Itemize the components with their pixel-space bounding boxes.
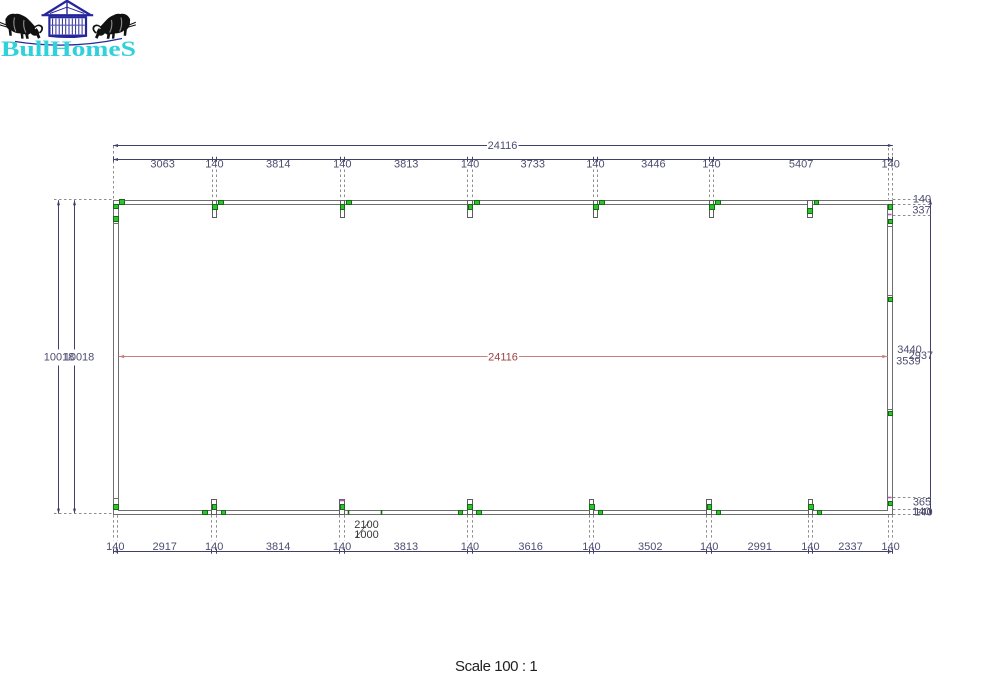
svg-text:3814: 3814	[266, 541, 290, 553]
svg-text:3813: 3813	[394, 159, 418, 171]
svg-text:3616: 3616	[518, 541, 542, 553]
svg-text:3733: 3733	[521, 159, 545, 171]
svg-text:10018: 10018	[64, 352, 95, 364]
svg-text:2991: 2991	[748, 541, 772, 553]
svg-text:3440: 3440	[897, 344, 921, 356]
svg-text:140: 140	[913, 193, 931, 205]
svg-text:5407: 5407	[789, 159, 813, 171]
svg-text:140: 140	[333, 159, 351, 171]
svg-text:140: 140	[586, 159, 604, 171]
svg-text:140: 140	[582, 541, 600, 553]
svg-text:337: 337	[912, 204, 930, 216]
svg-text:3539: 3539	[896, 356, 920, 368]
svg-text:10018: 10018	[44, 352, 75, 364]
svg-text:3502: 3502	[638, 541, 662, 553]
svg-text:140: 140	[333, 541, 351, 553]
svg-text:140: 140	[700, 541, 718, 553]
svg-text:24116: 24116	[488, 351, 518, 363]
svg-text:2337: 2337	[838, 541, 862, 553]
svg-text:140: 140	[702, 159, 720, 171]
svg-text:140: 140	[912, 506, 930, 518]
svg-text:3446: 3446	[641, 159, 665, 171]
svg-text:BullHomeS: BullHomeS	[1, 36, 136, 61]
svg-text:140: 140	[801, 541, 819, 553]
svg-text:24116: 24116	[488, 140, 518, 152]
svg-text:2937: 2937	[909, 350, 933, 362]
svg-text:140: 140	[205, 159, 223, 171]
svg-text:2917: 2917	[152, 541, 176, 553]
svg-text:140: 140	[205, 541, 223, 553]
svg-text:140: 140	[461, 541, 479, 553]
svg-text:1000: 1000	[354, 529, 378, 541]
svg-text:365: 365	[913, 497, 931, 509]
svg-text:140: 140	[461, 159, 479, 171]
svg-text:3813: 3813	[394, 541, 418, 553]
svg-text:2100: 2100	[354, 519, 378, 531]
svg-text:Scale 100 : 1: Scale 100 : 1	[455, 658, 537, 675]
svg-text:140: 140	[106, 541, 124, 553]
svg-text:3814: 3814	[266, 159, 290, 171]
svg-text:140: 140	[881, 541, 899, 553]
svg-text:140: 140	[882, 159, 900, 171]
svg-text:140: 140	[914, 507, 932, 519]
svg-text:3063: 3063	[150, 159, 174, 171]
